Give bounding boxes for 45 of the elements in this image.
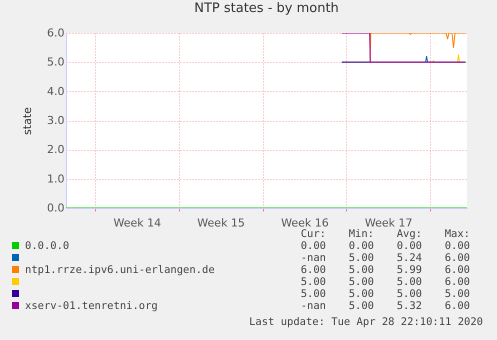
y-axis-title: state — [21, 106, 34, 135]
text: 5.00 — [348, 264, 374, 276]
text: Cur: — [300, 228, 326, 240]
text: Last update: Tue Apr 28 22:10:11 2020 — [249, 316, 483, 328]
y-tick-label: 6.0 — [47, 26, 64, 40]
text: 5.32 — [396, 300, 422, 312]
text: -nan — [300, 252, 326, 264]
text: 0.00 — [396, 240, 422, 252]
text: 5.00 — [348, 276, 374, 288]
text: 5.00 — [348, 300, 374, 312]
text: 5.00 — [300, 276, 326, 288]
text: 5.00 — [396, 276, 422, 288]
chart-title: NTP states - by month — [194, 1, 339, 16]
text: Avg: — [396, 228, 422, 240]
text: 5.24 — [396, 252, 422, 264]
text: 6.00 — [300, 264, 326, 276]
x-tick-label: Week 17 — [364, 216, 413, 230]
text: 0.00 — [348, 240, 374, 252]
legend-label: ntp1.rrze.ipv6.uni-erlangen.de — [24, 264, 216, 276]
text: Max: — [444, 228, 470, 240]
y-tick-label: 0.0 — [47, 202, 64, 214]
y-tick-label: 1.0 — [47, 172, 64, 186]
text: 5.00 — [348, 288, 374, 300]
y-tick-label: 3.0 — [47, 114, 64, 127]
text: 6.00 — [444, 252, 470, 264]
text: 5.00 — [348, 252, 374, 264]
legend-label: 0.0.0.0 — [24, 240, 70, 252]
text: Min: — [348, 228, 374, 240]
x-tick-label: Week 16 — [281, 216, 329, 230]
text: 0.00 — [300, 240, 326, 252]
text: 5.00 — [444, 288, 470, 300]
y-tick-label: 5.0 — [47, 56, 64, 69]
text: 5.00 — [300, 288, 326, 300]
x-tick-label: Week 15 — [197, 216, 245, 230]
legend-label: xserv-01.tenretni.org — [24, 300, 159, 312]
text: 0.00 — [444, 240, 470, 252]
y-tick-label: 4.0 — [47, 84, 64, 98]
text: 6.00 — [444, 264, 470, 276]
y-tick-label: 2.0 — [47, 143, 64, 156]
text: 5.99 — [396, 264, 422, 276]
x-tick-label: Week 14 — [114, 216, 162, 230]
text: 5.00 — [396, 288, 422, 300]
text: 6.00 — [444, 276, 470, 288]
text: -nan — [300, 300, 326, 312]
text: 6.00 — [444, 300, 470, 312]
